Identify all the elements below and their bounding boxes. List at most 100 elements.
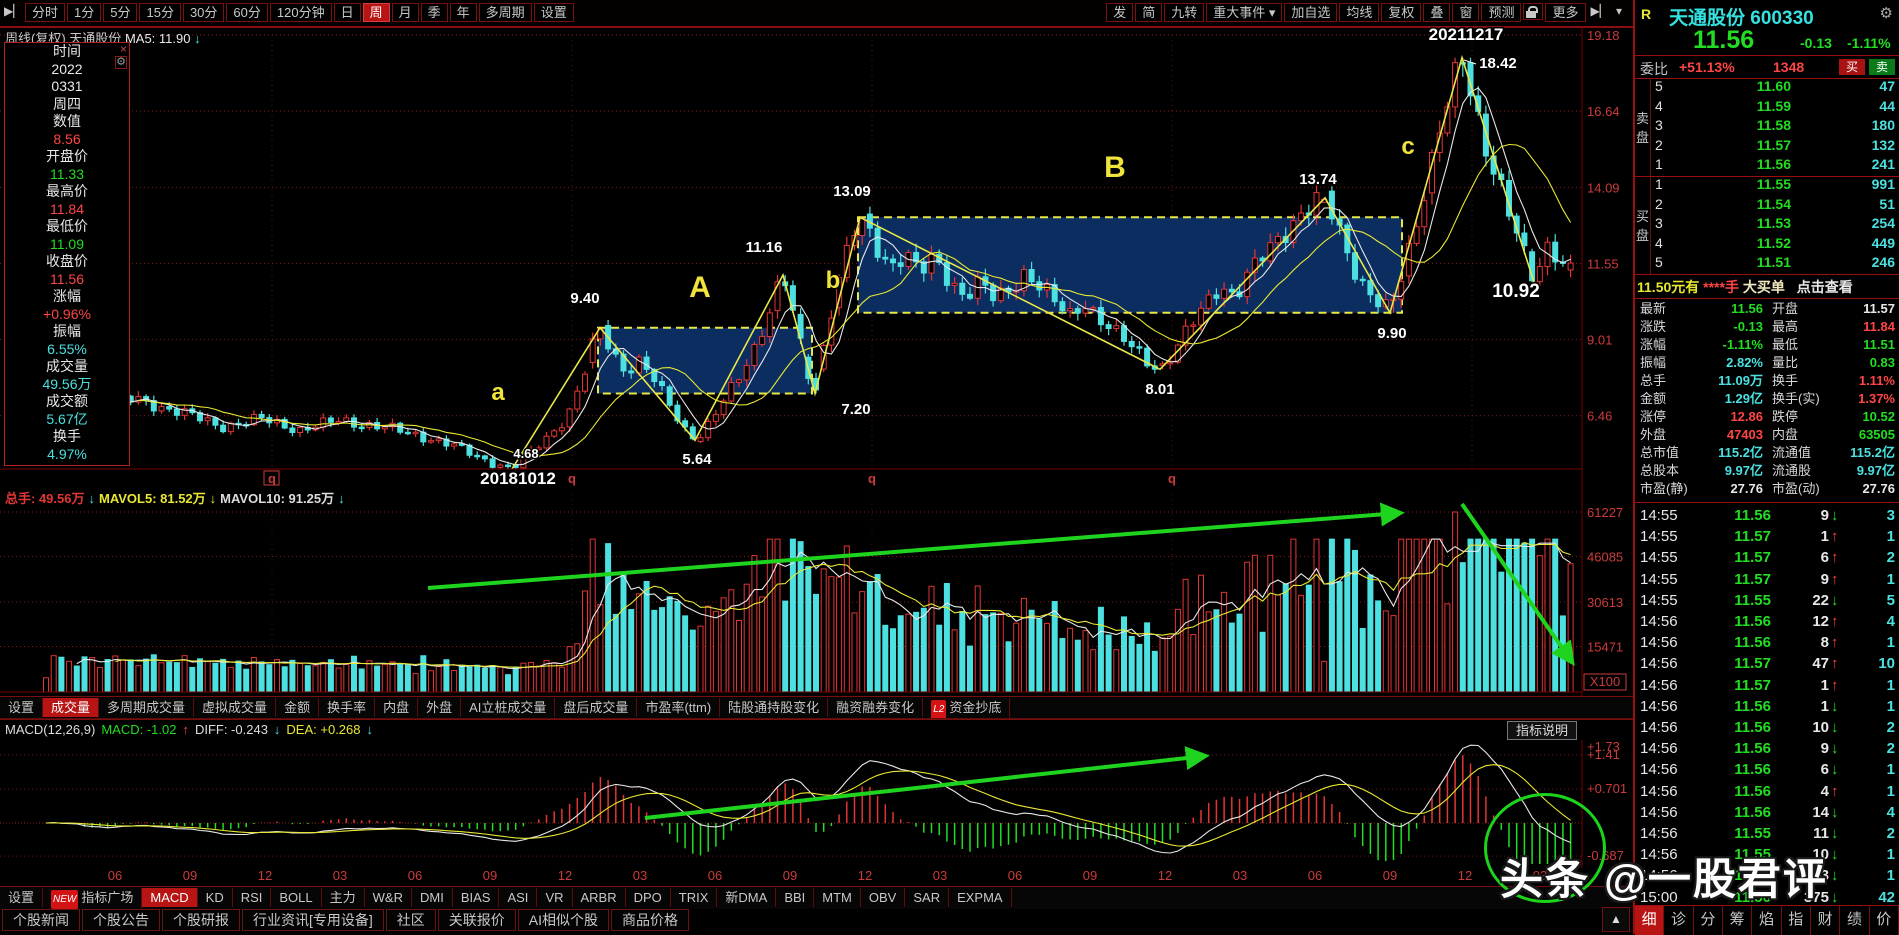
gear-icon[interactable]: ⚙ <box>1879 5 1893 22</box>
bid-row[interactable]: 4 11.52 449 <box>1655 234 1895 251</box>
period-tab-季[interactable]: 季 <box>420 3 448 22</box>
bid-row[interactable]: 1 11.55 991 <box>1655 176 1895 192</box>
volume-tab-成交量[interactable]: 成交量 <box>43 698 100 717</box>
quote-tab-细[interactable]: 细 <box>1635 906 1665 935</box>
period-tab-多周期[interactable]: 多周期 <box>478 3 532 22</box>
toolbar-button-叠[interactable]: 叠 <box>1423 3 1451 22</box>
quote-tab-指[interactable]: 指 <box>1782 906 1811 935</box>
toolbar-button-九转[interactable]: 九转 <box>1164 3 1205 22</box>
indicator-tab-DMI[interactable]: DMI <box>412 888 453 907</box>
ask-row[interactable]: 5 11.60 47 <box>1655 78 1895 94</box>
tick-list[interactable]: 14:55 11.56 9 ↓ 3 14:55 11.57 1 ↑ 1 14:55 11.57 6 ↑ 2 1… <box>1635 502 1899 906</box>
price-chart[interactable]: 9.40 A 5.64 11.16 7.20 b 13.09 B 8.01 13.74 9.90 c 2… <box>0 26 1633 486</box>
toolbar-button-更多[interactable]: 更多 <box>1545 3 1586 22</box>
indicator-tab-主力[interactable]: 主力 <box>322 888 365 907</box>
stock-link-个股研报[interactable]: 个股研报 <box>162 909 240 931</box>
indicator-help-button[interactable]: 指标说明 <box>1506 721 1577 740</box>
buy-button[interactable]: 买 <box>1839 59 1865 75</box>
gear-icon[interactable]: ⚙ <box>115 56 127 69</box>
stock-link-个股新闻[interactable]: 个股新闻 <box>2 909 80 931</box>
bid-row[interactable]: 3 11.53 254 <box>1655 215 1895 232</box>
period-tab-5分[interactable]: 5分 <box>103 3 138 22</box>
stock-link-行业资讯[专用设备][interactable]: 行业资讯[专用设备] <box>242 909 384 931</box>
volume-tab-虚拟成交量[interactable]: 虚拟成交量 <box>194 698 277 717</box>
collapse-left-icon[interactable]: ▶▏ <box>4 4 23 18</box>
collapse-right-icon[interactable]: ▶▏ <box>1590 4 1609 18</box>
indicator-tab-TRIX[interactable]: TRIX <box>671 888 718 907</box>
period-tab-15分[interactable]: 15分 <box>139 3 181 22</box>
lock-icon[interactable] <box>1523 3 1544 20</box>
indicator-tab-KD[interactable]: KD <box>198 888 233 907</box>
indicator-tab-VR[interactable]: VR <box>537 888 573 907</box>
period-tab-30分[interactable]: 30分 <box>182 3 225 22</box>
toolbar-button-预测[interactable]: 预测 <box>1481 3 1522 22</box>
ask-row[interactable]: 4 11.59 44 <box>1655 97 1895 114</box>
indicator-tab-设置[interactable]: 设置 <box>0 888 44 907</box>
quote-tab-绩[interactable]: 绩 <box>1840 906 1870 935</box>
stock-link-关联报价[interactable]: 关联报价 <box>437 909 516 931</box>
indicator-tab-指标广场[interactable]: NEW 指标广场 <box>43 888 143 909</box>
indicator-tab-ARBR[interactable]: ARBR <box>573 888 626 907</box>
quote-tab-财[interactable]: 财 <box>1811 906 1841 935</box>
volume-tab-内盘[interactable]: 内盘 <box>375 698 419 717</box>
volume-tab-陆股通持股变化[interactable]: 陆股通持股变化 <box>720 698 829 717</box>
volume-chart[interactable]: 61227 46085 30613 15471 X100 <box>0 486 1633 696</box>
indicator-tab-BBI[interactable]: BBI <box>776 888 815 907</box>
indicator-tab-SAR[interactable]: SAR <box>905 888 950 907</box>
stock-link-个股公告[interactable]: 个股公告 <box>82 909 160 931</box>
toolbar-button-简[interactable]: 简 <box>1135 3 1163 22</box>
stock-link-社区[interactable]: 社区 <box>385 909 436 931</box>
ask-row[interactable]: 3 11.58 180 <box>1655 117 1895 134</box>
indicator-tab-W&R[interactable]: W&R <box>365 888 412 907</box>
toolbar-button-窗[interactable]: 窗 <box>1452 3 1480 22</box>
big-order-banner[interactable]: 11.50元有 ****手 大买单 点击查看 <box>1635 274 1899 299</box>
indicator-tab-新DMA[interactable]: 新DMA <box>717 888 777 907</box>
period-tab-分时[interactable]: 分时 <box>25 3 66 22</box>
chevron-down-icon[interactable]: ▾ <box>1615 4 1622 18</box>
indicator-tab-BOLL[interactable]: BOLL <box>271 888 322 907</box>
period-tab-1分[interactable]: 1分 <box>67 3 102 22</box>
period-tab-60分[interactable]: 60分 <box>226 3 268 22</box>
macd-chart[interactable]: +1.73+1.41+0.701-0.687 <box>0 740 1633 868</box>
quote-tab-诊[interactable]: 诊 <box>1664 906 1694 935</box>
volume-tab-融资融券变化[interactable]: 融资融券变化 <box>828 698 924 717</box>
volume-tab-L2资金抄底[interactable]: L2 资金抄底 <box>923 698 1011 719</box>
indicator-tab-RSI[interactable]: RSI <box>233 888 272 907</box>
stock-link-AI相似个股[interactable]: AI相似个股 <box>517 909 610 931</box>
indicator-tab-EXPMA[interactable]: EXPMA <box>949 888 1012 907</box>
volume-tab-盘后成交量[interactable]: 盘后成交量 <box>555 698 638 717</box>
stock-link-商品价格[interactable]: 商品价格 <box>611 909 690 931</box>
ask-row[interactable]: 1 11.56 241 <box>1655 156 1895 173</box>
period-tab-120分钟[interactable]: 120分钟 <box>269 3 332 22</box>
sell-button[interactable]: 卖 <box>1869 59 1895 75</box>
volume-tab-AI立桩成交量[interactable]: AI立桩成交量 <box>461 698 556 717</box>
scroll-top-button[interactable]: ▲ <box>1602 907 1630 932</box>
indicator-tab-DPO[interactable]: DPO <box>626 888 671 907</box>
period-tab-日[interactable]: 日 <box>333 3 361 22</box>
bid-row[interactable]: 2 11.54 51 <box>1655 195 1895 212</box>
volume-tab-外盘[interactable]: 外盘 <box>418 698 462 717</box>
volume-tab-金额[interactable]: 金额 <box>276 698 320 717</box>
ask-row[interactable]: 2 11.57 132 <box>1655 136 1895 153</box>
volume-tab-设置[interactable]: 设置 <box>0 698 44 717</box>
banner-link[interactable]: 点击查看 <box>1796 279 1853 295</box>
quote-tab-焰[interactable]: 焰 <box>1752 906 1782 935</box>
volume-tab-市盈率(ttm)[interactable]: 市盈率(ttm) <box>637 698 721 717</box>
toolbar-button-重大事件[interactable]: 重大事件 ▾ <box>1206 3 1283 22</box>
indicator-tab-MTM[interactable]: MTM <box>814 888 861 907</box>
indicator-tab-BIAS[interactable]: BIAS <box>453 888 500 907</box>
toolbar-button-均线[interactable]: 均线 <box>1339 3 1380 22</box>
period-tab-周[interactable]: 周 <box>362 3 390 22</box>
close-icon[interactable]: × <box>119 42 127 56</box>
toolbar-button-复权[interactable]: 复权 <box>1381 3 1422 22</box>
toolbar-button-加自选[interactable]: 加自选 <box>1284 3 1338 22</box>
volume-tab-多周期成交量[interactable]: 多周期成交量 <box>99 698 195 717</box>
quote-tab-分[interactable]: 分 <box>1694 906 1723 935</box>
indicator-tab-ASI[interactable]: ASI <box>499 888 538 907</box>
indicator-tab-OBV[interactable]: OBV <box>861 888 906 907</box>
quote-tab-筹[interactable]: 筹 <box>1723 906 1753 935</box>
indicator-tab-MACD[interactable]: MACD <box>142 888 198 907</box>
period-tab-年[interactable]: 年 <box>449 3 477 22</box>
period-tab-月[interactable]: 月 <box>391 3 419 22</box>
period-tab-设置[interactable]: 设置 <box>533 3 574 22</box>
